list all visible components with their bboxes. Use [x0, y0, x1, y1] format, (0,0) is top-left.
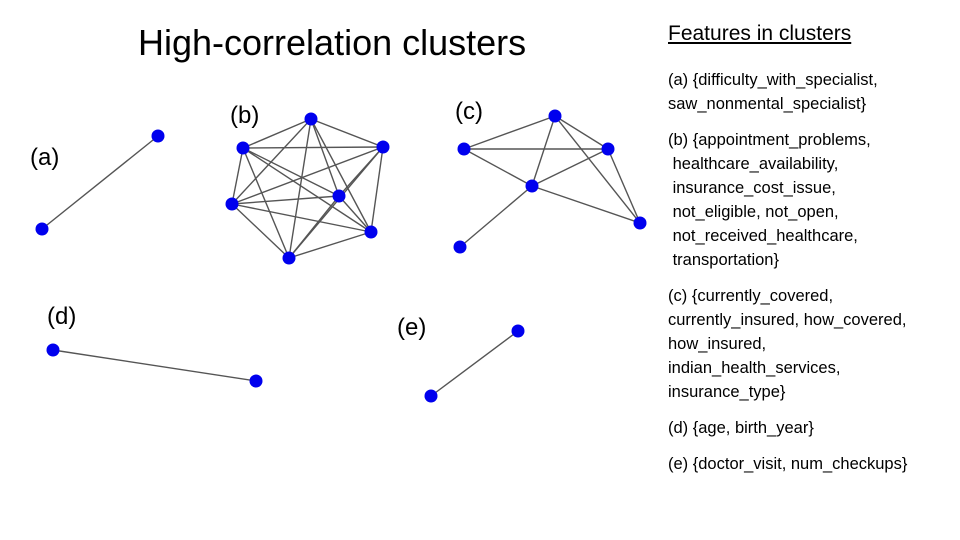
node-e	[424, 389, 438, 403]
edge-b	[231, 195, 340, 205]
node-e	[511, 324, 525, 338]
edge-b	[231, 203, 372, 233]
edge-c	[607, 148, 641, 224]
edge-b	[231, 203, 290, 259]
node-b	[364, 225, 378, 239]
feature-line: insurance_type}	[668, 383, 786, 401]
edge-b	[288, 231, 372, 259]
feature-line: indian_health_services,	[668, 359, 841, 377]
edge-b	[242, 118, 312, 149]
edge-b	[231, 146, 384, 205]
feature-line: not_received_healthcare,	[668, 227, 858, 245]
page-title: High-correlation clusters	[138, 22, 527, 63]
features-title: Features in clusters	[668, 22, 852, 45]
edge-d	[52, 349, 257, 382]
features-panel: Features in clusters (a) {difficulty_wit…	[668, 22, 958, 488]
edge-b	[242, 147, 340, 197]
feature-set-a: (a) {difficulty_with_specialist, saw_nonm…	[668, 68, 958, 116]
edges	[41, 115, 641, 397]
node-c	[525, 179, 539, 193]
feature-set-b: (b) {appointment_problems, healthcare_av…	[668, 128, 958, 272]
edge-c	[531, 115, 556, 187]
edge-c	[554, 115, 641, 224]
node-d	[46, 343, 60, 357]
node-c	[633, 216, 647, 230]
feature-line: insurance_cost_issue,	[668, 179, 836, 197]
edge-b	[288, 118, 312, 259]
node-b	[282, 251, 296, 265]
feature-list: (a) {difficulty_with_specialist, saw_nonm…	[668, 68, 958, 476]
edge-b	[242, 147, 290, 259]
cluster-label-c: (c)	[455, 98, 483, 125]
node-b	[376, 140, 390, 154]
edge-b	[288, 195, 340, 259]
edge-b	[310, 118, 340, 197]
feature-line: healthcare_availability,	[668, 155, 839, 173]
edge-b	[370, 146, 384, 233]
feature-line: how_insured,	[668, 335, 767, 353]
feature-line: currently_insured, how_covered,	[668, 311, 907, 329]
node-c	[548, 109, 562, 123]
node-b	[304, 112, 318, 126]
node-c	[453, 240, 467, 254]
cluster-label-e: (e)	[397, 314, 427, 341]
node-d	[249, 374, 263, 388]
cluster-graphs	[35, 109, 647, 403]
feature-line: saw_nonmental_specialist}	[668, 95, 867, 113]
feature-line: (c) {currently_covered,	[668, 287, 834, 305]
feature-line: (e) {doctor_visit, num_checkups}	[668, 455, 908, 473]
feature-line: not_eligible, not_open,	[668, 203, 839, 221]
edge-a	[41, 135, 159, 230]
node-b	[236, 141, 250, 155]
node-a	[35, 222, 49, 236]
cluster-label-a: (a)	[30, 144, 60, 171]
node-c	[601, 142, 615, 156]
edge-b	[242, 146, 384, 149]
edge-c	[554, 115, 609, 150]
node-b	[225, 197, 239, 211]
edge-b	[242, 147, 372, 233]
feature-line: (d) {age, birth_year}	[668, 419, 814, 437]
edge-c	[531, 185, 641, 224]
feature-set-d: (d) {age, birth_year}	[668, 416, 958, 440]
feature-line: transportation}	[668, 251, 779, 269]
feature-set-e: (e) {doctor_visit, num_checkups}	[668, 452, 958, 476]
edge-e	[430, 330, 519, 397]
node-a	[151, 129, 165, 143]
cluster-label-b: (b)	[230, 102, 260, 129]
feature-set-c: (c) {currently_covered, currently_insured…	[668, 284, 958, 404]
edge-b	[310, 118, 384, 148]
node-c	[457, 142, 471, 156]
nodes	[35, 109, 647, 403]
edge-b	[310, 118, 372, 233]
edge-b	[231, 147, 244, 205]
feature-line: (a) {difficulty_with_specialist,	[668, 71, 878, 89]
edge-b	[338, 195, 372, 233]
feature-line: (b) {appointment_problems,	[668, 131, 871, 149]
edge-c	[459, 185, 533, 248]
edge-c	[531, 148, 609, 187]
cluster-label-d: (d)	[47, 303, 77, 330]
edge-c	[463, 148, 533, 187]
node-b	[332, 189, 346, 203]
edge-c	[463, 115, 556, 150]
